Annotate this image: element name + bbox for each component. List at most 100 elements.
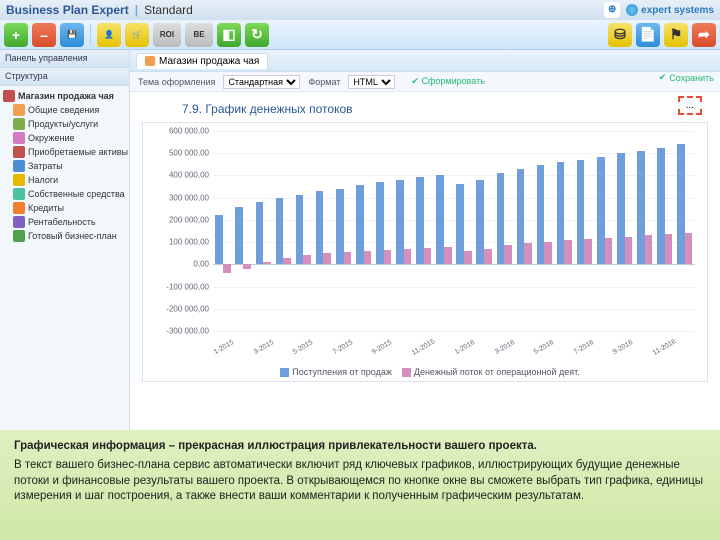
tree-item-2[interactable]: Окружение (3, 131, 126, 145)
save-link[interactable]: ✔ Сохранить (659, 72, 714, 83)
bar-b-12 (456, 184, 464, 264)
doc-button[interactable]: 📄 (636, 23, 660, 47)
sidebar-structure-header: Структура (0, 68, 129, 86)
chart-area: 7.9. График денежных потоков ... 600 000… (130, 92, 720, 430)
bar-b-3 (276, 198, 284, 265)
bar-b-5 (316, 191, 324, 264)
save-button[interactable]: 💾 (60, 23, 84, 47)
app-mode: Standard (144, 3, 193, 17)
tab-project[interactable]: Магазин продажа чая (136, 53, 268, 69)
project-tree: Магазин продажа чаяОбщие сведенияПродукт… (0, 86, 129, 246)
export-button[interactable]: ➦ (692, 23, 716, 47)
tree-item-icon (13, 160, 25, 172)
bar-b-22 (657, 148, 665, 265)
tree-item-7[interactable]: Кредиты (3, 201, 126, 215)
home-icon (145, 56, 155, 66)
bar-b-11 (436, 175, 444, 264)
chart-settings-callout[interactable]: ... (678, 96, 702, 115)
bar-b-7 (356, 185, 364, 264)
bar-b-9 (396, 180, 404, 264)
add-button[interactable]: + (4, 23, 28, 47)
theme-select[interactable]: Стандартная (223, 75, 300, 89)
bar-b-8 (376, 182, 384, 264)
bar-p-10 (424, 248, 432, 265)
tree-item-3[interactable]: Приобретаемые активы (3, 145, 126, 159)
chart-title: 7.9. График денежных потоков (142, 98, 708, 122)
refresh-button[interactable]: ↻ (245, 23, 269, 47)
tree-item-icon (13, 104, 25, 116)
bar-b-18 (577, 160, 585, 264)
bar-b-17 (557, 162, 565, 264)
rubik-button[interactable]: ◧ (217, 23, 241, 47)
chart-legend: Поступления от продажДенежный поток от о… (143, 367, 707, 377)
format-select[interactable]: HTML (348, 75, 395, 89)
bar-p-3 (283, 258, 291, 265)
bar-b-15 (517, 169, 525, 265)
bar-p-15 (524, 243, 532, 264)
format-options-bar: Тема оформления Стандартная Формат HTML … (130, 72, 720, 92)
bar-b-0 (215, 215, 223, 264)
tree-item-4[interactable]: Затраты (3, 159, 126, 173)
bar-b-14 (497, 173, 505, 264)
tree-item-icon (13, 202, 25, 214)
bar-p-18 (584, 239, 592, 265)
cashflow-chart: 600 000,00500 000,00400 000,00300 000,00… (142, 122, 708, 382)
caption-body: В текст вашего бизнес-плана сервис автом… (14, 458, 706, 505)
coins-button[interactable]: ⛁ (608, 23, 632, 47)
bar-p-20 (625, 237, 633, 265)
tree-item-9[interactable]: Готовый бизнес-план (3, 229, 126, 243)
bar-p-8 (384, 250, 392, 264)
bar-b-20 (617, 153, 625, 264)
delete-button[interactable]: – (32, 23, 56, 47)
bar-p-21 (645, 235, 653, 264)
tree-item-5[interactable]: Налоги (3, 173, 126, 187)
tree-root[interactable]: Магазин продажа чая (3, 89, 126, 103)
main-panel: ✔ Сохранить Магазин продажа чая Тема офо… (130, 50, 720, 430)
cart-button[interactable]: 🛒 (125, 23, 149, 47)
bar-p-17 (564, 240, 572, 264)
bar-b-23 (677, 144, 685, 264)
tree-item-8[interactable]: Рентабельность (3, 215, 126, 229)
title-sep: | (135, 3, 138, 17)
bar-b-19 (597, 157, 605, 265)
roi-button[interactable]: ROI (153, 23, 181, 47)
tree-item-icon (13, 146, 25, 158)
bar-b-21 (637, 151, 645, 264)
bar-p-23 (685, 233, 693, 264)
bar-p-6 (344, 252, 352, 264)
user-button[interactable]: 👤 (97, 23, 121, 47)
sidebar: Панель управления Структура Магазин прод… (0, 50, 130, 430)
tree-item-icon (13, 230, 25, 242)
bar-p-13 (484, 249, 492, 265)
flag-button[interactable]: ⚑ (664, 23, 688, 47)
bar-b-2 (256, 202, 264, 264)
tree-item-0[interactable]: Общие сведения (3, 103, 126, 117)
document-tabbar: Магазин продажа чая (130, 50, 720, 72)
bar-p-22 (665, 234, 673, 264)
bar-b-6 (336, 189, 344, 265)
breakeven-button[interactable]: BE (185, 23, 213, 47)
bar-b-13 (476, 180, 484, 264)
bar-p-11 (444, 247, 452, 265)
tree-item-6[interactable]: Собственные средства (3, 187, 126, 201)
bar-b-4 (296, 195, 304, 264)
bar-p-2 (263, 262, 271, 264)
bar-p-9 (404, 249, 412, 265)
bar-p-7 (364, 251, 372, 264)
globe-icon[interactable]: ⊕ (604, 2, 620, 18)
format-label: Формат (308, 77, 340, 87)
bar-p-5 (323, 253, 331, 264)
tree-item-icon (13, 216, 25, 228)
bar-p-1 (243, 264, 251, 268)
bar-p-0 (223, 264, 231, 273)
bar-p-4 (303, 255, 311, 264)
tree-item-1[interactable]: Продукты/услуги (3, 117, 126, 131)
bar-p-19 (605, 238, 613, 265)
build-button[interactable]: ✔ Сформировать (411, 76, 485, 87)
bar-p-12 (464, 251, 472, 264)
tree-item-icon (13, 118, 25, 130)
caption-heading: Графическая информация – прекрасная иллю… (14, 440, 537, 452)
tree-item-icon (13, 188, 25, 200)
main-toolbar: +–💾 👤🛒ROIBE◧↻ ⛁📄⚑➦ (0, 20, 720, 50)
bar-p-14 (504, 245, 512, 264)
